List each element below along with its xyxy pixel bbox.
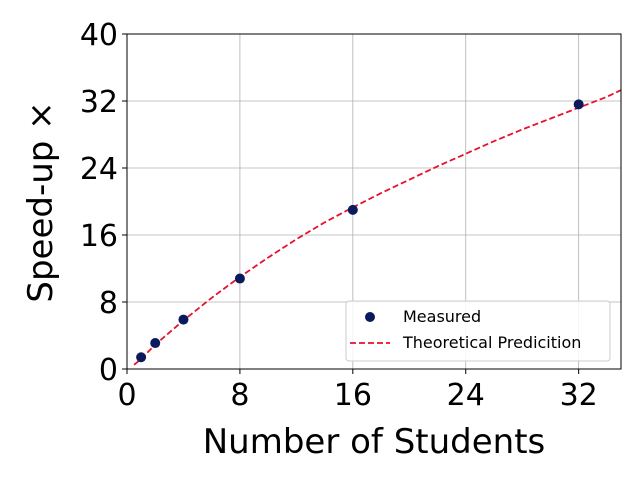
legend-marker-measured bbox=[365, 312, 375, 322]
x-tick-label: 16 bbox=[334, 378, 372, 413]
legend-label-theoretical: Theoretical Predicition bbox=[402, 333, 581, 352]
plot-frame bbox=[126, 33, 622, 370]
x-axis-title: Number of Students bbox=[203, 422, 546, 462]
x-tick-label: 8 bbox=[230, 378, 249, 413]
y-tick-label: 0 bbox=[99, 353, 118, 388]
y-axis-title: Speed-up × bbox=[21, 101, 61, 302]
y-tick-label: 40 bbox=[80, 18, 118, 53]
y-tick-label: 8 bbox=[99, 286, 118, 321]
y-tick-label: 24 bbox=[80, 152, 118, 187]
legend-box bbox=[345, 300, 611, 362]
measured-point bbox=[136, 352, 147, 363]
series-layer bbox=[133, 89, 622, 366]
measured-point bbox=[573, 99, 584, 110]
x-tick-label: 32 bbox=[560, 378, 598, 413]
legend: Measured Theoretical Predicition bbox=[345, 300, 611, 362]
measured-point bbox=[347, 204, 358, 215]
x-tick-label: 0 bbox=[117, 378, 136, 413]
measured-point bbox=[178, 314, 189, 325]
theoretical-prediction-line bbox=[133, 89, 622, 366]
tick-layer: 0 8 16 24 32 0 8 16 24 32 40 bbox=[80, 18, 598, 413]
legend-label-measured: Measured bbox=[403, 307, 481, 326]
measured-point bbox=[150, 338, 161, 349]
measured-point bbox=[234, 273, 245, 284]
y-tick-label: 16 bbox=[80, 219, 118, 254]
x-tick-label: 24 bbox=[447, 378, 485, 413]
y-tick-label: 32 bbox=[80, 85, 118, 120]
